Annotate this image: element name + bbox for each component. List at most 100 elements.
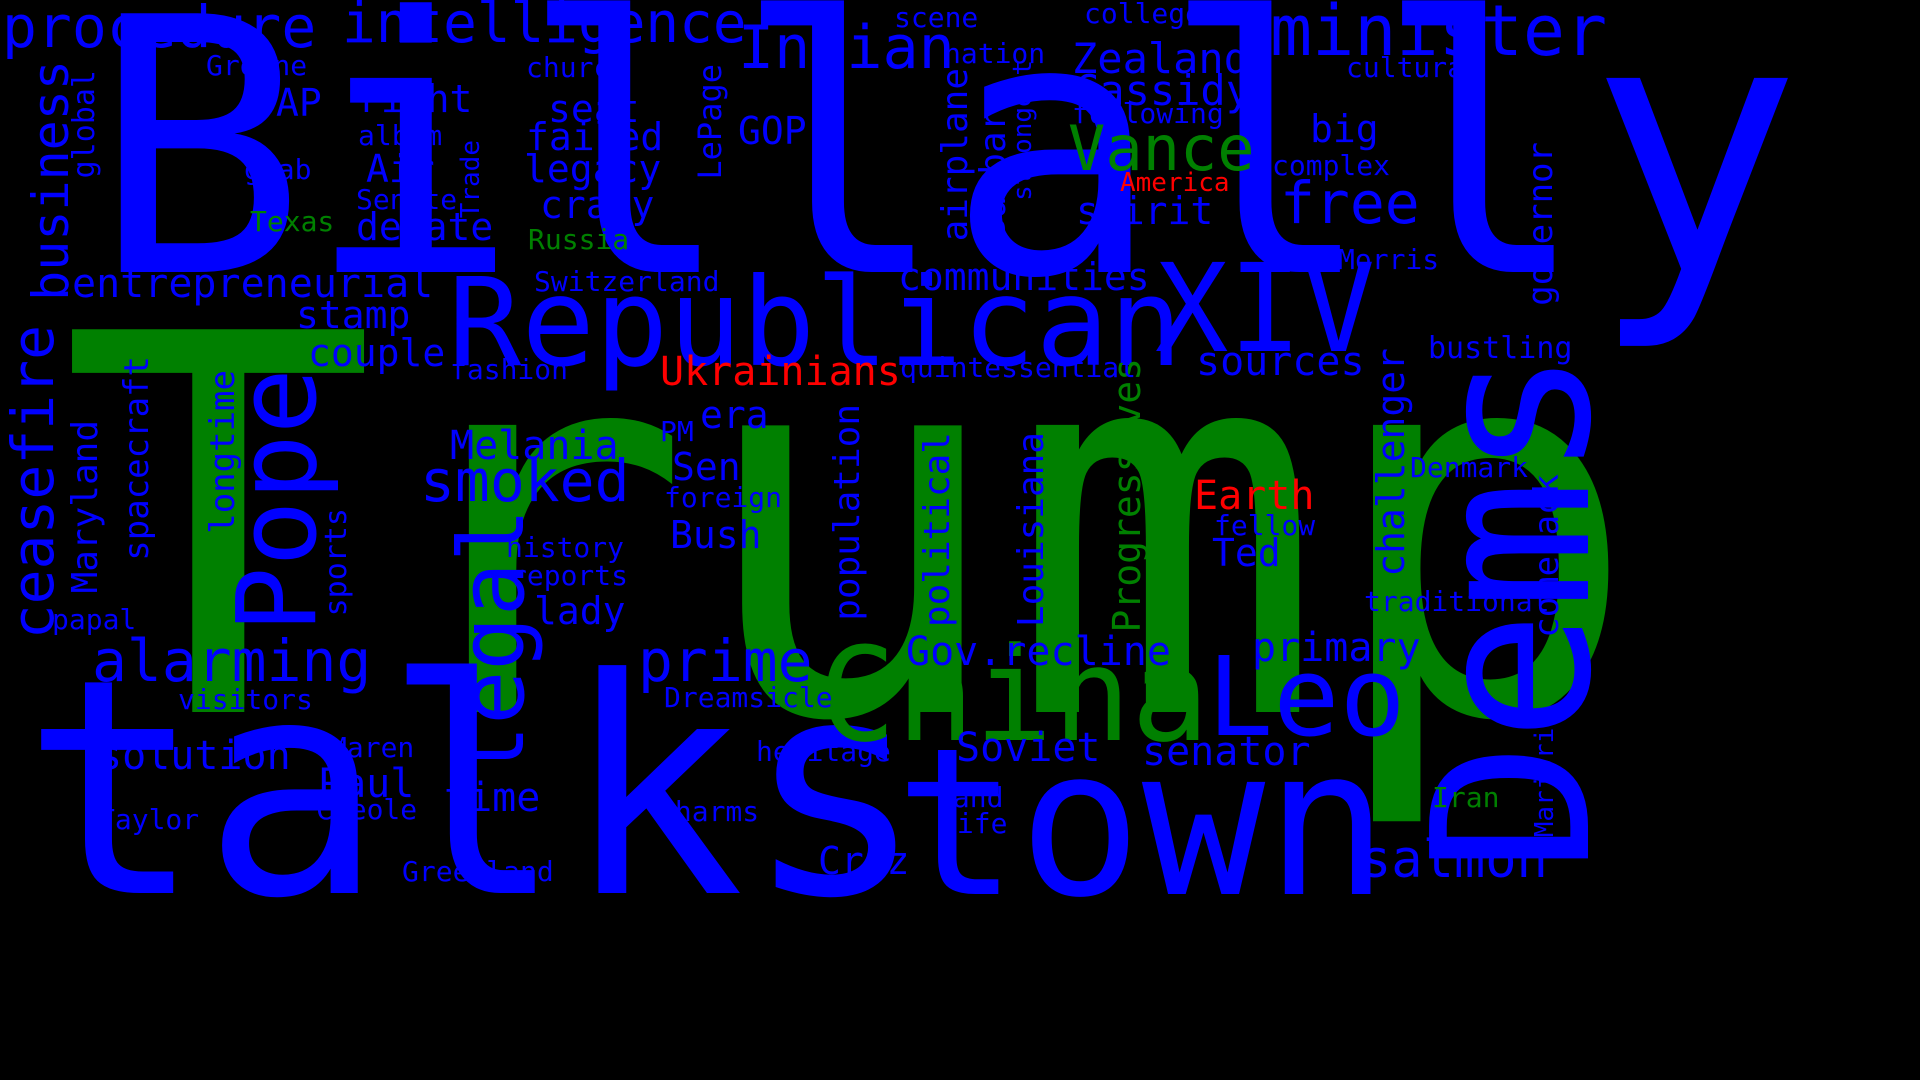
- word-air: Air: [366, 147, 435, 191]
- word-sen: Sen: [672, 445, 741, 489]
- word-china: China: [818, 619, 1210, 771]
- word-ap: AP: [276, 81, 322, 125]
- word-gop: GOP: [738, 109, 807, 153]
- word-town: town: [895, 705, 1389, 943]
- word-leo: Leo: [1207, 633, 1406, 761]
- word-failed: failed: [526, 115, 664, 159]
- word-maren: Maren: [330, 731, 415, 764]
- word-church: church: [526, 51, 628, 84]
- word-challenger: challenger: [1369, 348, 1413, 577]
- word-era: era: [700, 393, 769, 437]
- word-russia: Russia: [528, 223, 630, 256]
- word-alarming: alarming: [92, 627, 372, 695]
- word-xiv: XIV: [1155, 238, 1376, 380]
- word-progressives: Progressives: [1105, 358, 1149, 633]
- word-stamp: stamp: [296, 293, 411, 337]
- word-louisiana: Louisiana: [1011, 432, 1052, 628]
- word-traditional: traditional: [1364, 585, 1550, 618]
- word-grab: grab: [244, 153, 312, 186]
- word-nation: nation: [944, 37, 1046, 70]
- word-intelligence: intelligence: [342, 0, 747, 56]
- word-college: college: [1084, 0, 1203, 30]
- word-longtime: longtime: [203, 370, 243, 534]
- word-visitors: visitors: [178, 683, 313, 716]
- word-smoked: smoked: [420, 447, 630, 515]
- word-trump: Trump: [60, 225, 1641, 836]
- word-greene: Greene: [206, 49, 308, 82]
- word-texas: Texas: [250, 205, 335, 238]
- word-lepage: LePage: [691, 64, 729, 180]
- word-ceasefire: ceasefire: [0, 325, 67, 640]
- word-iran: Iran: [1432, 781, 1500, 814]
- word-life: life: [940, 807, 1008, 840]
- word-complex: complex: [1272, 149, 1391, 182]
- word-scene: scene: [894, 1, 979, 34]
- word-greenland: Greenland: [402, 855, 554, 888]
- word-charms: charms: [658, 795, 760, 828]
- word-crazy: crazy: [540, 183, 655, 227]
- word-spirit: spirit: [1076, 189, 1214, 233]
- word-procedure: procedure: [2, 0, 317, 61]
- word-quintessential: quintessential: [900, 351, 1137, 384]
- word-following: following: [1072, 97, 1224, 130]
- word-republican: Republican: [448, 252, 1183, 394]
- word-cruz: Cruz: [818, 839, 910, 883]
- word-prime: prime: [638, 627, 813, 695]
- word-gov-recline: Gov.recline: [906, 629, 1171, 675]
- word-marjorie: Marjorie: [1530, 712, 1560, 838]
- word-sources: sources: [1196, 339, 1365, 385]
- word-trade: Trade: [456, 140, 486, 219]
- word-fellow: fellow: [1214, 509, 1316, 542]
- word-denmark: Denmark: [1410, 451, 1529, 484]
- word-zealand: Zealand: [1072, 34, 1250, 83]
- word-papal: papal: [52, 603, 137, 636]
- word-history: history: [506, 531, 625, 564]
- word-earth: Earth: [1194, 473, 1315, 519]
- word-album: album: [358, 119, 443, 152]
- word-time: time: [444, 775, 541, 821]
- word-heritage: heritage: [756, 735, 891, 768]
- word-switzerland: Switzerland: [534, 265, 720, 298]
- word-legacy: legacy: [524, 147, 662, 191]
- word-indian: Indian: [738, 13, 955, 83]
- word-billally: Billally: [92, 0, 1802, 356]
- word-right: right: [358, 77, 473, 121]
- word-creole: Creole: [316, 793, 418, 826]
- word-dreamsicle: Dreamsicle: [664, 681, 833, 714]
- word-soviet: Soviet: [956, 725, 1101, 771]
- word-talks: talks: [22, 615, 926, 964]
- word-bush: Bush: [670, 513, 762, 557]
- word-minister: minister: [1270, 0, 1608, 72]
- word-ted: Ted: [1212, 531, 1281, 575]
- word-america: America: [1120, 168, 1230, 198]
- word-fashion: fashion: [450, 353, 569, 386]
- word-reports: reports: [510, 559, 629, 592]
- word-big: big: [1310, 107, 1379, 151]
- word-solution: solution: [98, 733, 291, 779]
- word-senator: senator: [1142, 729, 1311, 775]
- word-spacecraft: spacecraft: [117, 356, 157, 561]
- word-foreign: foreign: [664, 481, 783, 514]
- word-population: population: [827, 404, 868, 621]
- word-debate: debate: [356, 205, 494, 249]
- word-lady: lady: [534, 589, 626, 633]
- word-free: free: [1280, 169, 1420, 237]
- word-political: political: [917, 432, 958, 628]
- word-couple: couple: [308, 331, 446, 375]
- word-strongest: strongest: [1008, 60, 1038, 201]
- word-ukrainians: Ukrainians: [660, 349, 901, 395]
- word-paul: Paul: [318, 761, 415, 807]
- word-sports: sports: [319, 508, 354, 617]
- word-cultural: cultural: [1346, 51, 1481, 84]
- word-cassidy: Cassidy: [1074, 66, 1252, 115]
- word-senate: Senate: [356, 183, 458, 216]
- word-vance: Vance: [1068, 112, 1255, 185]
- word-global: global: [67, 70, 102, 179]
- word-seat: seat: [548, 87, 640, 131]
- word-airplane: airplane: [935, 68, 976, 242]
- word-governor: governor: [1521, 142, 1561, 306]
- word-barbara: Barbara: [973, 88, 1014, 240]
- word-melania: Melania: [450, 423, 619, 469]
- word-taylor: Taylor: [98, 803, 200, 836]
